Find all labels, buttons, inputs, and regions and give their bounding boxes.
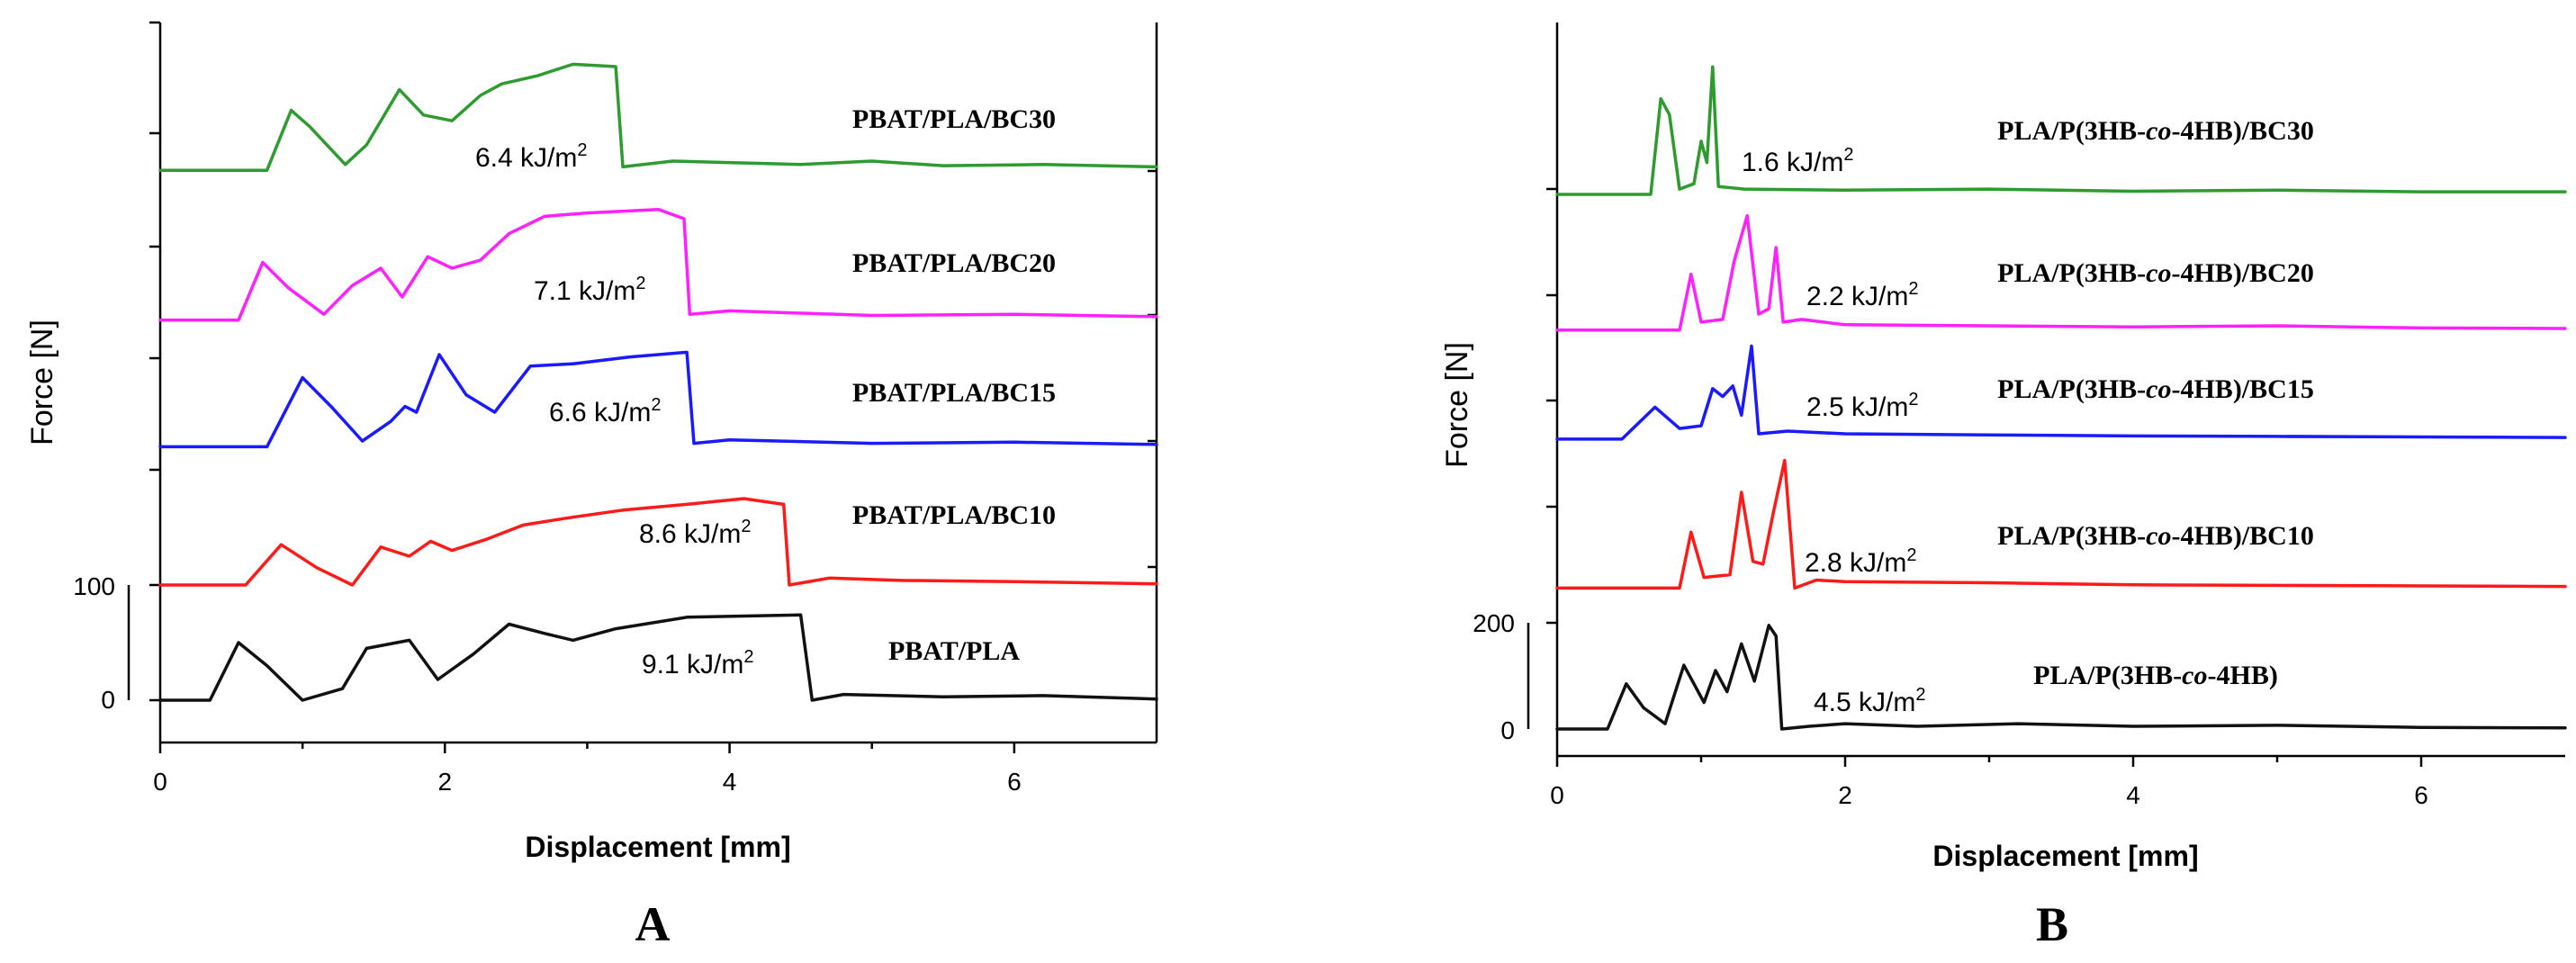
panel-b-series-line	[1555, 344, 2567, 441]
panel-a-energy-label: 7.1 kJ/m2	[534, 274, 646, 306]
panel-b-x-tick-label: 0	[1550, 781, 1564, 809]
panel-a-x-tick-label: 2	[437, 768, 452, 796]
panel-a-x-tick-label: 4	[723, 768, 737, 796]
panel-b-energy-label: 2.2 kJ/m2	[1806, 279, 1919, 311]
panel-b-series-name: PLA/P(3HB-co-4HB)/BC20	[1997, 258, 2314, 288]
panel-b-series-line	[1555, 458, 2567, 590]
panel-a-series-line	[158, 62, 1158, 172]
panel-b-energy-label: 1.6 kJ/m2	[1742, 145, 1854, 177]
panel-a-scale-low-label: 0	[101, 686, 115, 714]
panel-b-series-line	[1555, 65, 2567, 196]
panel-b-curves	[1555, 65, 2567, 731]
panel-b-scale-low-label: 0	[1500, 716, 1515, 744]
panel-a-series-name: PBAT/PLA	[888, 636, 1020, 666]
panel-a-series-line	[158, 350, 1158, 449]
panel-b-series-labels: PLA/P(3HB-co-4HB)/BC30 1.6 kJ/m2 PLA/P(3HB…	[1742, 116, 2314, 717]
panel-a-curves	[158, 62, 1158, 702]
panel-a-series-name: PBAT/PLA/BC10	[852, 500, 1056, 530]
panel-a-series-name: PBAT/PLA/BC30	[852, 104, 1056, 134]
panel-b-y-axis-title: Force [N]	[1440, 342, 1474, 468]
panel-a-scale-high-label: 100	[73, 572, 115, 600]
panel-b-scale-high-label: 200	[1473, 609, 1515, 637]
panel-a-x-tick-label: 0	[153, 768, 167, 796]
panel-a-ticks: 0 2 4 6	[149, 21, 1157, 796]
panel-a-y-axis-title: Force [N]	[25, 320, 59, 446]
panel-b-x-tick-label: 4	[2126, 781, 2140, 809]
panel-a-series-labels: PBAT/PLA/BC30 6.4 kJ/m2 PBAT/PLA/BC20 7.1 k…	[475, 104, 1056, 680]
panel-b-series-line	[1555, 624, 2567, 731]
panel-a-energy-label: 6.4 kJ/m2	[475, 140, 588, 173]
panel-a-x-axis-title: Displacement [mm]	[525, 831, 790, 863]
panel-a: 0 2 4 6 PBAT/PLA/BC30 6.4 kJ/m2 PBAT/PLA/BC20…	[25, 21, 1158, 951]
panel-a-letter: A	[635, 897, 671, 951]
panel-b-x-tick-label: 2	[1838, 781, 1852, 809]
panel-b-energy-label: 2.8 kJ/m2	[1805, 545, 1917, 578]
panel-b-series-line	[1555, 213, 2567, 332]
panel-b-series-name: PLA/P(3HB-co-4HB)/BC10	[1997, 521, 2314, 551]
panel-a-series-line	[158, 497, 1158, 587]
panel-a-energy-label: 6.6 kJ/m2	[549, 395, 662, 428]
panel-b-energy-label: 2.5 kJ/m2	[1806, 390, 1919, 422]
panel-a-energy-label: 9.1 kJ/m2	[642, 647, 754, 680]
panel-a-series-line	[158, 207, 1158, 322]
panel-b-series-name: PLA/P(3HB-co-4HB)/BC15	[1997, 374, 2314, 404]
panel-b-energy-label: 4.5 kJ/m2	[1814, 685, 1926, 717]
panel-a-energy-label: 8.6 kJ/m2	[639, 517, 752, 549]
panel-a-x-tick-label: 6	[1007, 768, 1022, 796]
panel-b-series-name: PLA/P(3HB-co-4HB)	[2033, 661, 2278, 690]
panel-b-x-axis-title: Displacement [mm]	[1932, 840, 2198, 872]
panel-b-x-tick-label: 6	[2414, 781, 2428, 809]
panel-b-series-name: PLA/P(3HB-co-4HB)/BC30	[1997, 116, 2314, 146]
panel-b-ticks: 0 2 4 6	[1546, 187, 2428, 809]
panel-a-series-name: PBAT/PLA/BC15	[852, 378, 1056, 408]
panel-b-letter: B	[2036, 897, 2068, 951]
panel-a-series-name: PBAT/PLA/BC20	[852, 248, 1056, 278]
panel-a-series-line	[158, 613, 1158, 702]
